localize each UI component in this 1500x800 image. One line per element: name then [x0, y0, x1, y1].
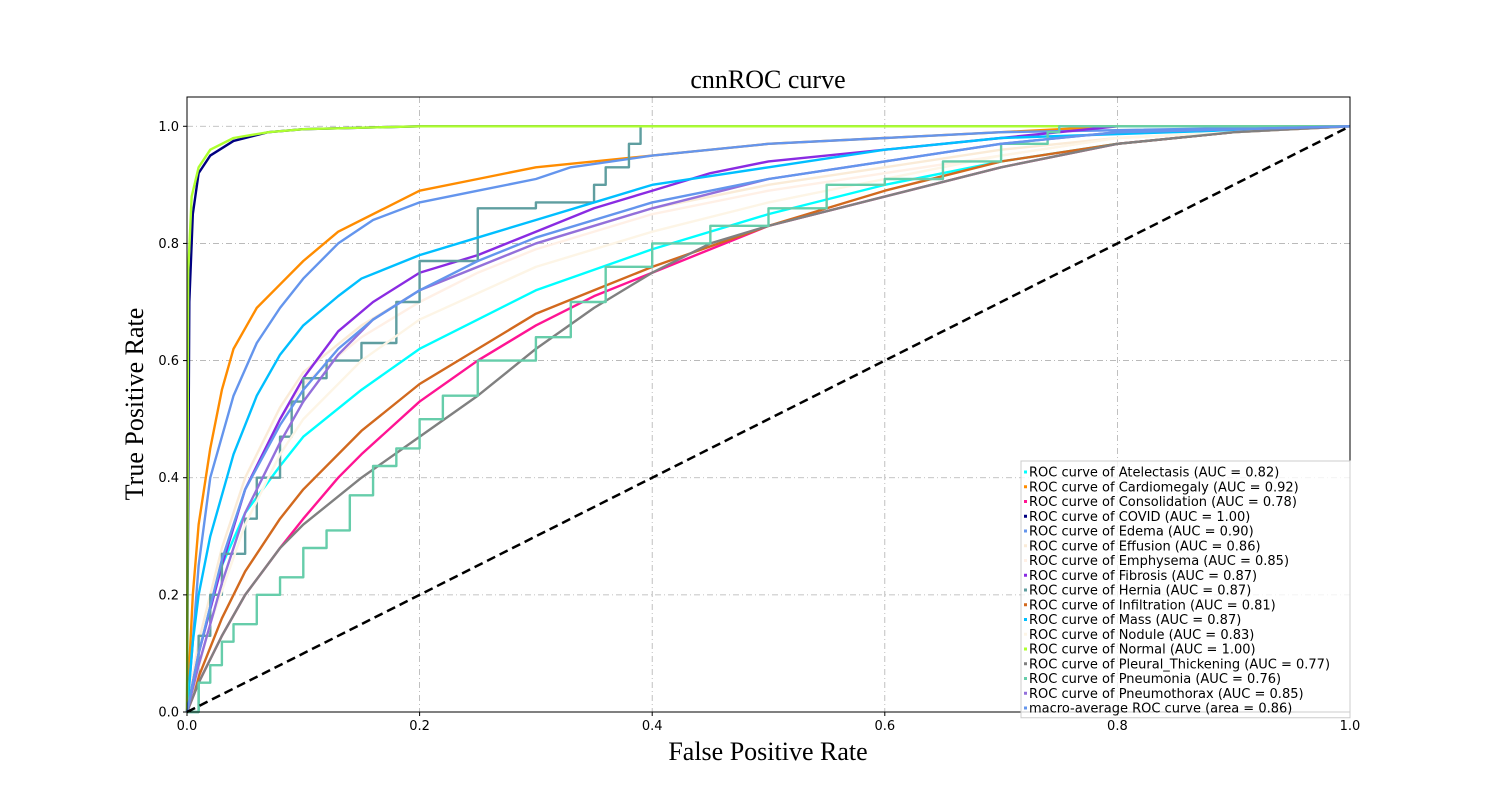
legend-label-3: ROC curve of COVID (AUC = 1.00)	[1029, 510, 1250, 525]
x-tick-label-2: 0.4	[642, 719, 663, 734]
y-tick-label-3: 0.6	[158, 354, 179, 369]
x-tick-label-1: 0.2	[409, 719, 430, 734]
legend-label-7: ROC curve of Fibrosis (AUC = 0.87)	[1029, 569, 1257, 584]
series-line-9	[185, 125, 1351, 713]
series-line-14	[187, 125, 1350, 714]
legend-box	[1020, 460, 1351, 719]
chance-line-layer	[186, 125, 1351, 714]
tick-layer: 0.0 0.2 0.4 0.6 0.8 1.0 0.0 0.2 0.4 0.6 0.8 1.0	[158, 120, 1360, 734]
x-tick-label-4: 0.8	[1107, 719, 1128, 734]
x-axis-label: False Positive Rate	[668, 737, 867, 766]
chance-line	[186, 125, 1351, 714]
legend-label-11: ROC curve of Nodule (AUC = 0.83)	[1029, 628, 1254, 643]
legend-label-9: ROC curve of Infiltration (AUC = 0.81)	[1029, 598, 1276, 613]
series-line-10	[185, 125, 1351, 713]
legend-label-16: macro-average ROC curve (area = 0.86)	[1029, 702, 1292, 717]
series-line-4	[185, 125, 1351, 713]
x-tick-label-5: 1.0	[1340, 719, 1361, 734]
plot-frame	[186, 96, 1351, 713]
legend-label-4: ROC curve of Edema (AUC = 0.90)	[1029, 525, 1254, 540]
y-axis-label: True Positive Rate	[120, 308, 149, 501]
y-tick-label-4: 0.8	[158, 237, 179, 252]
legend-label-10: ROC curve of Mass (AUC = 0.87)	[1029, 613, 1241, 628]
chart-title: cnnROC curve	[690, 65, 845, 94]
legend-label-6: ROC curve of Emphysema (AUC = 0.85)	[1029, 554, 1289, 569]
series-line-16	[185, 125, 1351, 713]
legend-label-1: ROC curve of Cardiomegaly (AUC = 0.92)	[1029, 480, 1299, 495]
y-tick-label-5: 1.0	[158, 120, 179, 135]
x-tick-label-3: 0.6	[874, 719, 895, 734]
legend-label-0: ROC curve of Atelectasis (AUC = 0.82)	[1029, 466, 1279, 481]
y-tick-label-2: 0.4	[158, 471, 179, 486]
x-tick-label-0: 0.0	[177, 719, 198, 734]
series-line-11	[185, 125, 1351, 713]
y-tick-label-0: 0.0	[158, 706, 179, 721]
y-tick-label-1: 0.2	[158, 588, 179, 603]
legend-label-8: ROC curve of Hernia (AUC = 0.87)	[1029, 584, 1251, 599]
legend-label-2: ROC curve of Consolidation (AUC = 0.78)	[1029, 495, 1297, 510]
legend-label-15: ROC curve of Pneumothorax (AUC = 0.85)	[1029, 687, 1304, 702]
legend-label-13: ROC curve of Pleural_Thickening (AUC = 0…	[1029, 657, 1330, 672]
legend-label-14: ROC curve of Pneumonia (AUC = 0.76)	[1029, 672, 1281, 687]
legend-label-12: ROC curve of Normal (AUC = 1.00)	[1029, 643, 1256, 658]
legend: ROC curve of Atelectasis (AUC = 0.82)ROC…	[1020, 460, 1351, 719]
series-layer	[185, 125, 1351, 714]
legend-label-5: ROC curve of Effusion (AUC = 0.86)	[1029, 539, 1261, 554]
series-line-12	[185, 125, 1350, 713]
